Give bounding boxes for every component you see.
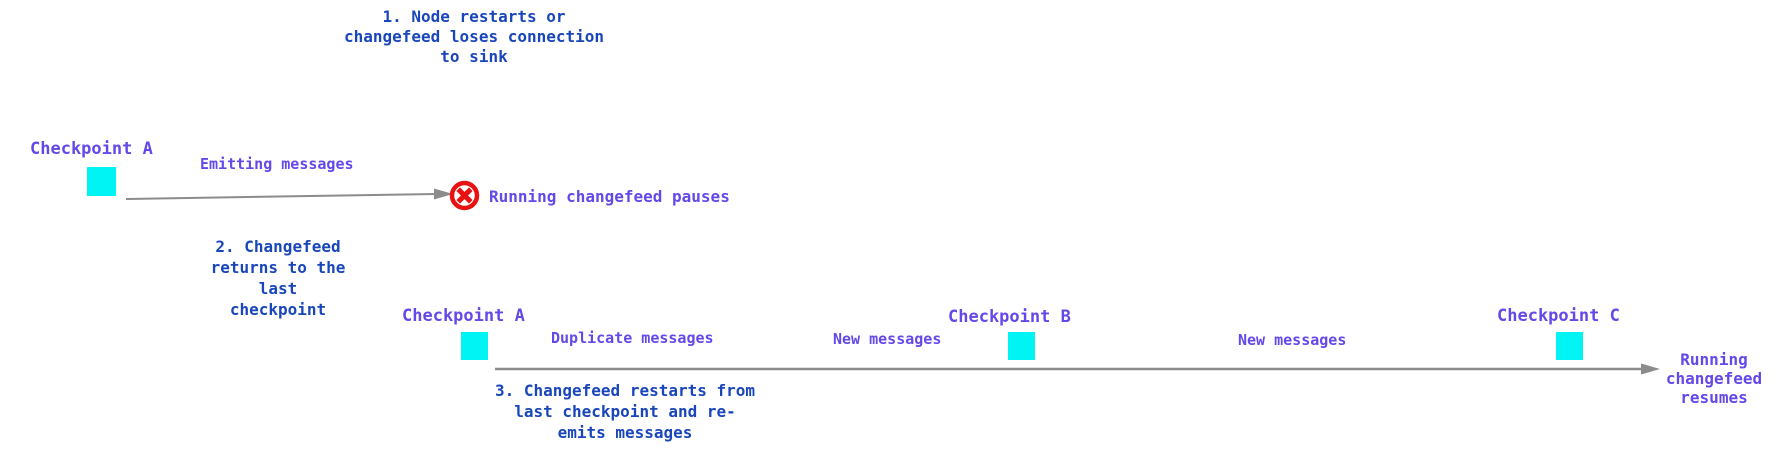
timeline-arrow-top	[120, 185, 456, 207]
running-changefeed-resumes-label: Running changefeed resumes	[1665, 350, 1763, 407]
checkpoint-a-label-top: Checkpoint A	[30, 139, 153, 159]
changefeed-pause-error-icon	[449, 180, 480, 211]
checkpoint-c-marker	[1556, 332, 1583, 360]
running-changefeed-pauses-label: Running changefeed pauses	[489, 187, 730, 206]
step2-annotation: 2. Changefeed returns to the last checkp…	[210, 237, 346, 319]
checkpoint-c-label: Checkpoint C	[1497, 306, 1620, 326]
step1-annotation: 1. Node restarts or changefeed loses con…	[343, 7, 605, 66]
checkpoint-b-marker	[1008, 332, 1035, 360]
new-messages-1-label: New messages	[833, 330, 942, 348]
checkpoint-a-marker-bottom	[461, 332, 488, 360]
duplicate-messages-label: Duplicate messages	[551, 329, 714, 347]
step3-annotation: 3. Changefeed restarts from last checkpo…	[494, 381, 756, 442]
checkpoint-b-label: Checkpoint B	[948, 307, 1071, 327]
checkpoint-a-marker-top	[87, 167, 116, 196]
timeline-arrow-bottom	[490, 359, 1665, 379]
checkpoint-a-label-bottom: Checkpoint A	[402, 306, 525, 326]
emitting-messages-label: Emitting messages	[200, 155, 354, 173]
new-messages-2-label: New messages	[1238, 331, 1347, 349]
